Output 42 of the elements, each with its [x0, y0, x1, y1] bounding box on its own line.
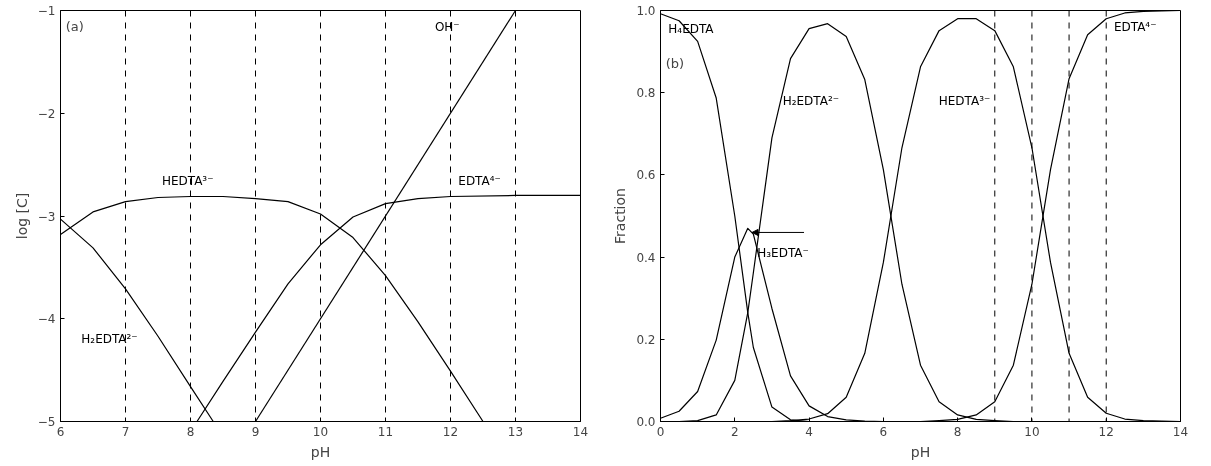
- x-axis-title: pH: [910, 443, 931, 460]
- series-label: HEDTA³⁻: [161, 174, 214, 189]
- legend-label: H₃EDTA⁻: [757, 245, 809, 260]
- y-tick-label: 0.4: [636, 250, 656, 265]
- y-tick-label: −1: [37, 4, 56, 18]
- x-tick-label: 12: [1098, 424, 1114, 439]
- x-tick-label: 7: [121, 424, 130, 439]
- y-tick-label: 0.2: [636, 332, 656, 347]
- x-tick-label: 2: [730, 424, 739, 439]
- series-label: H₂EDTA²⁻: [81, 332, 138, 347]
- y-tick-label: −5: [37, 415, 56, 429]
- series-label: HEDTA³⁻: [938, 93, 991, 108]
- y-tick-label: −2: [37, 106, 56, 121]
- x-tick-label: 6: [879, 424, 888, 439]
- y-tick-label: 0.8: [636, 86, 656, 101]
- annotation: (b): [665, 56, 685, 72]
- y-tick-label: −3: [37, 209, 56, 224]
- y-tick-label: 1.0: [636, 4, 656, 18]
- x-tick-label: 8: [186, 424, 195, 439]
- y-axis-title: log [C]: [13, 192, 30, 240]
- x-tick-label: 14: [1172, 424, 1189, 439]
- y-axis-title: Fraction: [612, 188, 629, 244]
- x-tick-label: 4: [805, 424, 813, 439]
- x-tick-label: 6: [56, 424, 65, 439]
- y-tick-label: 0.6: [636, 168, 656, 183]
- x-tick-label: 8: [953, 424, 962, 439]
- y-tick-label: −4: [37, 312, 56, 327]
- x-tick-label: 12: [442, 424, 459, 439]
- annotation: (a): [65, 19, 84, 35]
- x-tick-label: 10: [1024, 424, 1040, 439]
- x-tick-label: 9: [251, 424, 260, 439]
- x-tick-label: 14: [572, 424, 589, 439]
- text: OH⁻: [434, 19, 460, 34]
- series-label: EDTA⁴⁻: [458, 174, 501, 189]
- series-label: EDTA⁴⁻: [1113, 19, 1157, 34]
- x-tick-label: 13: [507, 424, 524, 439]
- x-tick-label: 11: [377, 424, 394, 439]
- series-label: H₂EDTA²⁻: [782, 93, 840, 108]
- x-tick-label: 0: [656, 424, 665, 439]
- x-axis-title: pH: [310, 443, 331, 460]
- x-tick-label: 10: [312, 424, 329, 439]
- y-tick-label: 0.0: [636, 415, 656, 429]
